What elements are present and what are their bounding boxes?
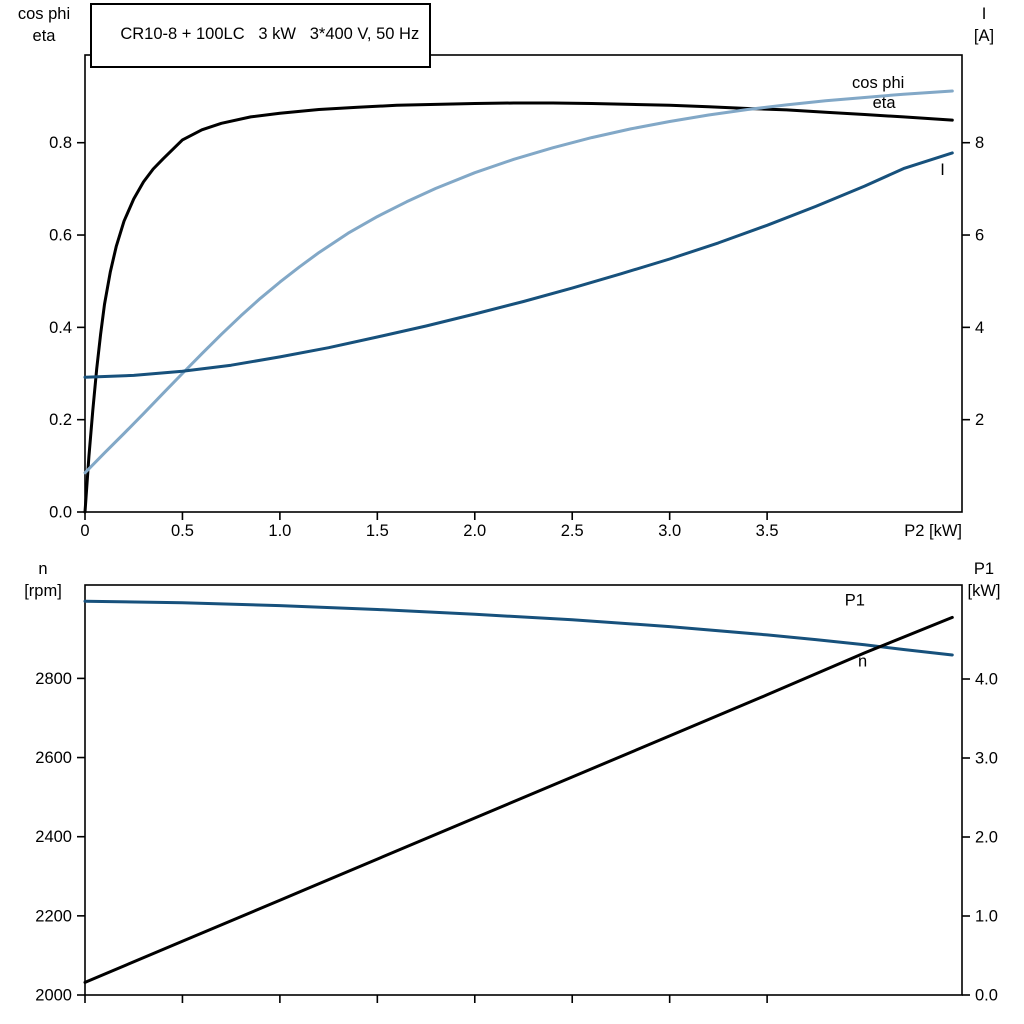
top-chart-right-axis-title: I [A]: [952, 3, 1016, 47]
left-tick-label: 2200: [35, 907, 72, 925]
x-tick-label: 2.5: [561, 522, 584, 540]
series-curve-P1: [83, 615, 954, 984]
top-left-axis-title-line2: eta: [32, 27, 56, 45]
bottom-left-axis-title-line1: n: [38, 560, 48, 578]
top-left-axis-title-line1: cos phi: [17, 5, 71, 23]
series-label-eta: eta: [873, 94, 897, 112]
left-tick-label: 0.8: [49, 134, 72, 152]
left-tick-label: 2600: [35, 749, 72, 767]
series-curve-eta: [83, 101, 954, 514]
right-tick-label: 1.0: [975, 908, 998, 926]
left-tick-label: 2000: [35, 987, 72, 1005]
right-tick-label: 6: [975, 227, 984, 245]
left-tick-label: 2800: [35, 670, 72, 688]
series-curve-I: [83, 151, 954, 379]
chart-title: CR10-8 + 100LC 3 kW 3*400 V, 50 Hz: [120, 25, 420, 43]
x-tick-label: 1.0: [268, 522, 291, 540]
top-chart-left-axis-title: cos phi eta: [4, 3, 84, 47]
series-curve-cos-phi: [83, 89, 954, 475]
x-tick-label: 3.5: [756, 522, 779, 540]
x-tick-label: 3.0: [658, 522, 681, 540]
left-tick-label: 0.4: [49, 319, 72, 337]
x-tick-label: 0.5: [171, 522, 194, 540]
bottom-right-axis-title-line1: P1: [973, 560, 995, 578]
right-tick-label: 8: [975, 134, 984, 152]
x-tick-label: 1.5: [366, 522, 389, 540]
x-tick-label: 2.0: [463, 522, 486, 540]
series-label-I: I: [940, 161, 945, 179]
left-tick-label: 0.0: [49, 504, 72, 522]
bottom-left-axis-title-line2: [rpm]: [24, 582, 62, 600]
plot-frame-motor-electrical-curves: [84, 54, 963, 513]
top-right-axis-title-line1: I: [981, 5, 987, 23]
right-tick-label: 2: [975, 411, 984, 429]
x-tick-label: 0: [80, 522, 89, 540]
right-tick-label: 3.0: [975, 750, 998, 768]
series-label-P1: P1: [845, 592, 865, 610]
right-tick-label: 2.0: [975, 829, 998, 847]
right-tick-label: 4: [975, 319, 984, 337]
series-curve-n: [83, 599, 954, 657]
series-label-cos-phi: cos phi: [852, 74, 904, 92]
bottom-right-axis-title-line2: [kW]: [967, 582, 1001, 600]
left-tick-label: 0.6: [49, 227, 72, 245]
bottom-chart-right-axis-title: P1 [kW]: [952, 558, 1016, 602]
plot-frame-speed-power-curves: [84, 584, 963, 996]
series-label-n: n: [858, 653, 867, 671]
right-tick-label: 0.0: [975, 987, 998, 1005]
left-tick-label: 0.2: [49, 411, 72, 429]
chart-title-box: CR10-8 + 100LC 3 kW 3*400 V, 50 Hz: [90, 3, 432, 68]
right-tick-label: 4.0: [975, 671, 998, 689]
top-right-axis-title-line2: [A]: [973, 27, 995, 45]
bottom-chart-left-axis-title: n [rpm]: [2, 558, 84, 602]
x-axis-label: P2 [kW]: [904, 522, 962, 540]
left-tick-label: 2400: [35, 828, 72, 846]
